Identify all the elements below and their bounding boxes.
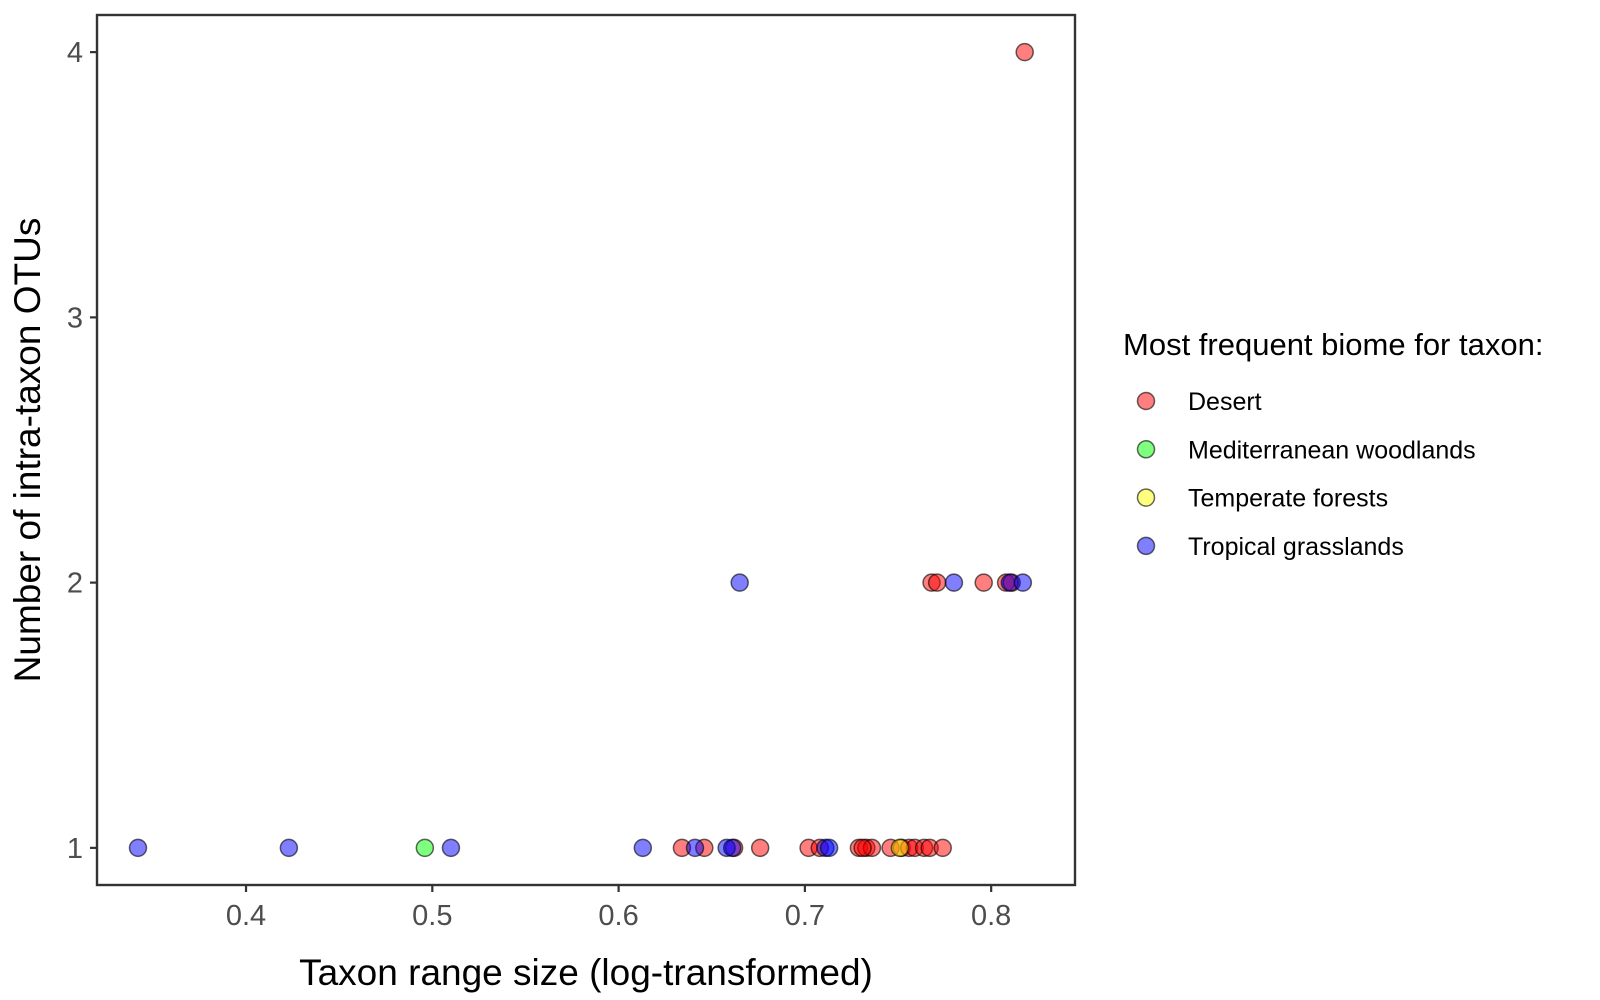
data-point — [927, 573, 947, 592]
panel-frame — [95, 13, 1077, 887]
y-tick-label: 1 — [67, 833, 83, 865]
x-axis: 0.4 0.5 0.6 0.7 0.8 — [226, 885, 1011, 932]
data-point — [944, 573, 964, 592]
data-point — [685, 838, 705, 858]
x-tick-label: 0.6 — [598, 900, 638, 932]
data-point — [722, 838, 742, 858]
legend-key — [1136, 440, 1156, 459]
x-axis-title: Taxon range size (log-transformed) — [299, 952, 873, 993]
y-tick-label: 2 — [67, 568, 83, 600]
legend-label: Tropical grasslands — [1188, 533, 1404, 561]
x-tick-label: 0.4 — [226, 900, 266, 932]
data-point — [750, 838, 770, 858]
points-layer — [128, 42, 1034, 858]
data-point — [441, 838, 461, 858]
x-tick-label: 0.5 — [412, 900, 452, 932]
x-tick-label: 0.7 — [785, 900, 825, 932]
data-point — [853, 838, 872, 858]
y-axis-title: Number of intra-taxon OTUs — [7, 218, 48, 683]
y-tick-label: 4 — [67, 37, 83, 69]
legend-label: Mediterranean woodlands — [1188, 436, 1476, 464]
data-point — [279, 838, 299, 858]
data-point — [633, 838, 653, 858]
legend: Most frequent biome for taxon: Desert Med… — [1123, 327, 1543, 561]
data-point — [1015, 42, 1034, 62]
legend-key — [1136, 536, 1156, 556]
data-point — [415, 838, 435, 858]
legend-label: Desert — [1188, 388, 1262, 416]
y-tick-label: 3 — [67, 302, 83, 334]
legend-key — [1136, 488, 1156, 507]
legend-label: Temperate forests — [1188, 485, 1388, 513]
x-tick-label: 0.8 — [971, 900, 1011, 932]
data-point — [128, 838, 148, 858]
legend-key — [1136, 391, 1156, 411]
y-axis: 1 2 3 4 — [67, 37, 97, 865]
data-point — [819, 838, 839, 858]
data-point — [1013, 573, 1033, 592]
legend-title: Most frequent biome for taxon: — [1123, 327, 1543, 362]
data-point — [890, 838, 910, 858]
data-point — [730, 573, 749, 592]
data-point — [974, 573, 993, 592]
data-point — [933, 838, 952, 858]
